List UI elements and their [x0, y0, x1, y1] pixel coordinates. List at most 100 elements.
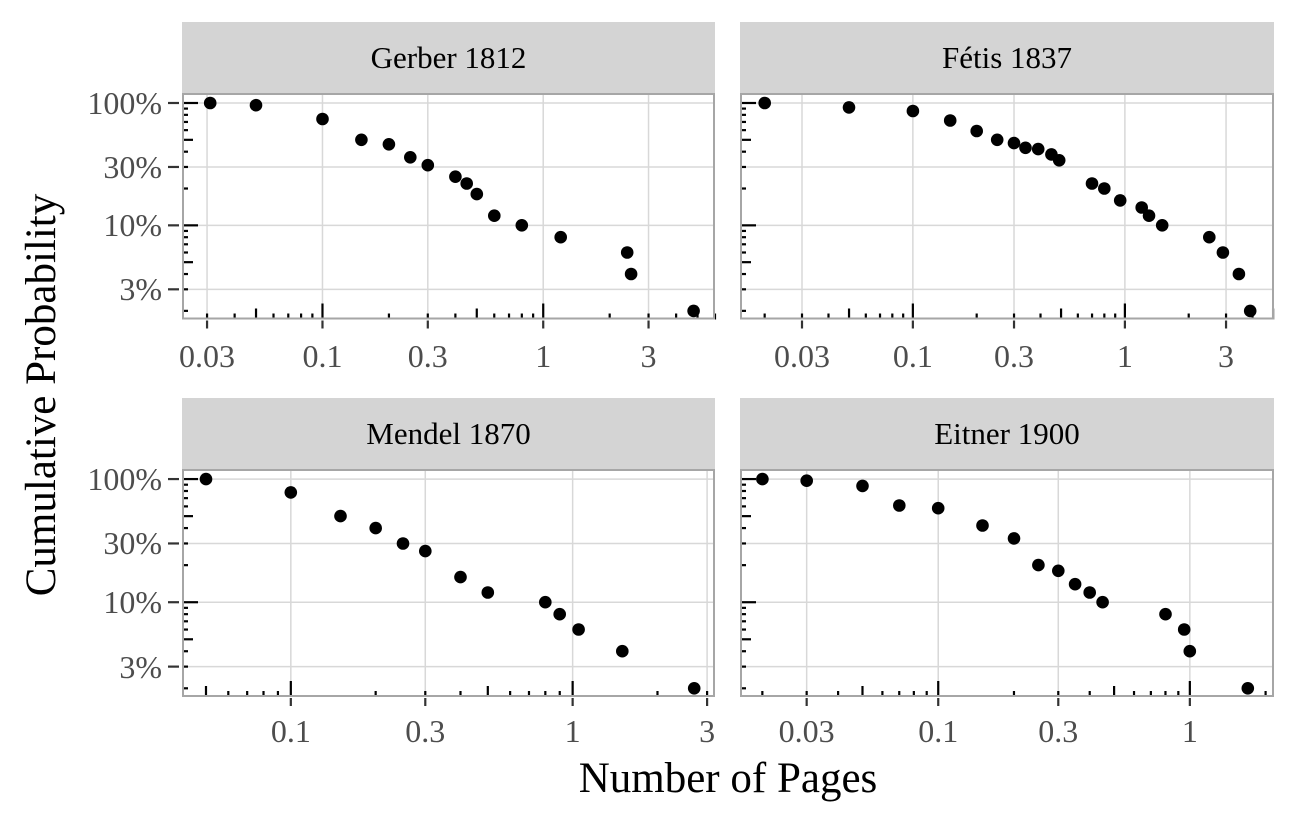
data-point: [421, 158, 435, 172]
data-point: [1098, 182, 1111, 195]
y-tick-label: 30%: [103, 148, 162, 185]
x-tick-label: 1: [1181, 713, 1198, 749]
data-point: [1177, 623, 1191, 636]
data-point: [1243, 304, 1257, 318]
data-point: [970, 124, 983, 138]
x-tick-label: 0.1: [918, 713, 959, 749]
data-point: [369, 521, 382, 535]
data-point: [1032, 558, 1045, 572]
data-point: [454, 570, 467, 584]
data-point: [419, 544, 432, 558]
data-point: [1007, 136, 1021, 150]
data-point: [687, 682, 701, 695]
data-point: [1113, 194, 1127, 207]
data-point: [616, 644, 629, 658]
data-point: [1007, 532, 1021, 545]
facet-strip-eitner: Eitner 1900: [740, 398, 1274, 469]
data-point: [284, 486, 298, 499]
data-point: [572, 623, 585, 636]
y-tick-label: 10%: [103, 584, 162, 621]
x-axis-title: Number of Pages: [578, 755, 878, 802]
data-point: [1232, 267, 1246, 281]
data-point: [1068, 577, 1082, 591]
data-point: [488, 209, 501, 222]
data-point: [1096, 595, 1109, 609]
data-point: [906, 104, 920, 118]
facet-panel-3: [168, 469, 715, 706]
data-point: [1031, 142, 1045, 156]
x-tick-label: 1: [564, 713, 581, 749]
x-tick-label: 1: [1116, 338, 1133, 374]
x-tick-label: 0.3: [994, 338, 1035, 374]
data-point: [404, 151, 417, 164]
data-point: [931, 501, 945, 515]
data-point: [355, 133, 368, 147]
data-point: [624, 267, 638, 281]
data-point: [554, 230, 567, 244]
data-point: [756, 472, 769, 486]
y-tick-label: 10%: [103, 207, 162, 244]
facet-title-fetis: Fétis 1837: [941, 40, 1073, 75]
data-point: [1135, 201, 1148, 214]
data-point: [1216, 246, 1230, 259]
data-point: [1203, 230, 1216, 244]
x-tick-label: 0.3: [405, 713, 446, 749]
y-tick-label: 100%: [87, 461, 162, 498]
facet-panel-4: [740, 469, 1274, 706]
data-point: [856, 479, 869, 493]
data-point: [1083, 586, 1096, 599]
x-tick-label: 0.03: [179, 338, 236, 374]
data-point: [620, 246, 634, 259]
x-tick-label: 3: [699, 713, 716, 749]
data-point: [1052, 564, 1065, 578]
data-point: [316, 112, 329, 126]
data-point: [334, 509, 347, 523]
x-tick-label: 0.1: [302, 338, 343, 374]
data-point: [1052, 154, 1066, 167]
data-point: [893, 499, 906, 512]
y-tick-label: 100%: [87, 84, 162, 121]
data-point: [990, 133, 1004, 147]
data-point: [687, 304, 700, 318]
facet-strip-mendel: Mendel 1870: [182, 398, 715, 469]
y-tick-label: 3%: [119, 648, 162, 685]
data-point: [758, 96, 771, 110]
data-point: [203, 96, 217, 110]
x-tick-label: 0.03: [774, 338, 830, 374]
facet-panel-2: [740, 93, 1275, 329]
data-point: [539, 595, 552, 609]
data-point: [470, 187, 484, 201]
facet-title-eitner: Eitner 1900: [934, 416, 1080, 451]
data-point: [1241, 682, 1255, 695]
data-point: [976, 519, 989, 532]
data-point: [1183, 644, 1197, 658]
facet-strip-fetis: Fétis 1837: [740, 22, 1274, 93]
data-point: [943, 114, 957, 127]
x-tick-label: 3: [640, 338, 657, 374]
x-tick-label: 0.1: [892, 338, 933, 374]
data-point: [382, 138, 396, 151]
facet-panel-1: [168, 93, 717, 329]
data-point: [1155, 219, 1169, 232]
data-point: [800, 474, 813, 487]
x-tick-label: 0.3: [1038, 713, 1079, 749]
facet-title-mendel: Mendel 1870: [366, 416, 531, 451]
x-tick-label: 3: [1218, 338, 1235, 374]
data-point: [199, 472, 213, 486]
y-tick-label: 30%: [103, 525, 162, 562]
facet-title-gerber: Gerber 1812: [370, 40, 527, 75]
data-point: [553, 607, 566, 621]
facet-strip-gerber: Gerber 1812: [182, 22, 715, 93]
data-point: [1159, 607, 1172, 621]
data-point: [460, 177, 474, 190]
data-point: [449, 170, 462, 183]
x-tick-label: 1: [535, 338, 552, 374]
x-tick-label: 0.03: [778, 713, 835, 749]
data-point: [481, 586, 495, 599]
data-point: [1142, 209, 1156, 222]
data-point: [1085, 177, 1099, 190]
x-tick-label: 0.3: [407, 338, 448, 374]
data-point: [1019, 141, 1032, 155]
data-point: [396, 537, 410, 550]
